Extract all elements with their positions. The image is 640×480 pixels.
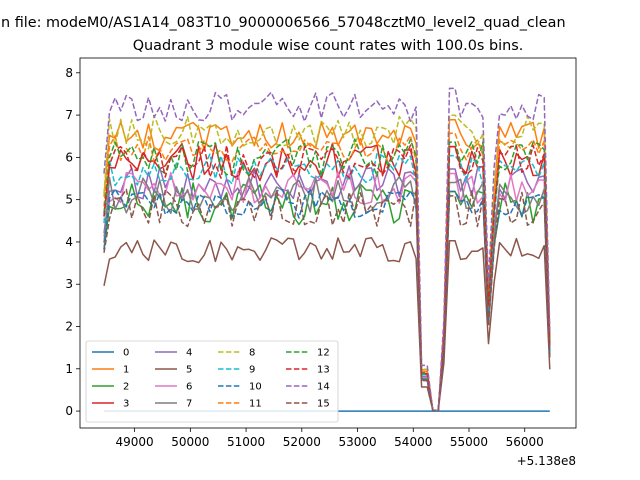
- series-line-13: [103, 144, 551, 411]
- x-axis: 49000 50000 51000 52000 53000 54000 55000 56000: [116, 428, 544, 449]
- legend-box: [85, 340, 339, 423]
- series-line-5: [103, 237, 551, 411]
- legend-label-1: 1: [123, 365, 129, 376]
- y-tick-label: 0: [65, 404, 73, 418]
- axes-frame: [79, 57, 577, 429]
- series-line-9: [103, 153, 551, 411]
- series-line-7: [103, 176, 551, 411]
- y-tick-label: 1: [65, 362, 73, 376]
- x-offset-label: +5.138e8: [517, 454, 576, 468]
- x-tick-label: 52000: [283, 435, 321, 449]
- legend-label-7: 7: [186, 399, 192, 410]
- x-tick-label: 51000: [227, 435, 265, 449]
- legend-label-11: 11: [249, 399, 262, 410]
- x-tick-label: 56000: [506, 435, 544, 449]
- y-axis: 0 1 2 3 4 5 6 7 8: [65, 66, 80, 418]
- x-tick-label: 53000: [338, 435, 376, 449]
- legend-label-8: 8: [249, 348, 255, 359]
- figure-suptitle: n file: modeM0/AS1A14_083T10_9000006566_…: [1, 15, 566, 31]
- legend-label-0: 0: [123, 348, 129, 359]
- y-tick-label: 3: [65, 277, 73, 291]
- legend-label-4: 4: [186, 348, 192, 359]
- x-tick-label: 54000: [394, 435, 432, 449]
- series-line-8: [103, 114, 551, 411]
- y-tick-label: 6: [65, 150, 73, 164]
- legend-label-10: 10: [249, 382, 262, 393]
- x-tick-label: 50000: [171, 435, 209, 449]
- series-line-14: [103, 87, 551, 411]
- y-tick-label: 7: [65, 108, 73, 122]
- legend-label-3: 3: [123, 399, 129, 410]
- legend-label-13: 13: [317, 365, 330, 376]
- y-tick-label: 4: [65, 235, 73, 249]
- legend-label-12: 12: [317, 348, 330, 359]
- y-tick-label: 2: [65, 320, 73, 334]
- legend-label-6: 6: [186, 382, 192, 393]
- legend-label-14: 14: [317, 382, 330, 393]
- y-tick-label: 8: [65, 66, 73, 80]
- series-line-11: [103, 132, 551, 411]
- legend-label-9: 9: [249, 365, 255, 376]
- series-line-6: [103, 170, 551, 411]
- x-tick-label: 49000: [116, 435, 154, 449]
- legend-label-5: 5: [186, 365, 192, 376]
- legend-label-15: 15: [317, 399, 330, 410]
- series-layer: [103, 87, 551, 412]
- y-tick-label: 5: [65, 193, 73, 207]
- chart-title: Quadrant 3 module wise count rates with …: [133, 38, 524, 54]
- legend-label-2: 2: [123, 382, 129, 393]
- series-line-1: [103, 118, 551, 411]
- x-tick-label: 55000: [450, 435, 488, 449]
